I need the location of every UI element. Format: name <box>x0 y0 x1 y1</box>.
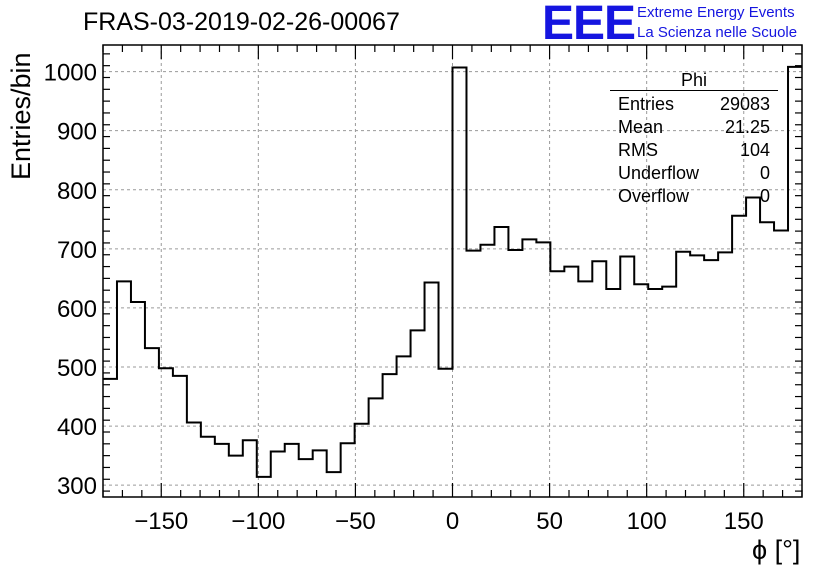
eee-logo: EEE <box>542 0 636 50</box>
histogram-bin <box>383 374 397 497</box>
histogram-bin <box>131 302 145 497</box>
histogram-bin <box>550 271 564 497</box>
histogram-series <box>103 65 802 497</box>
histogram-bin <box>411 330 425 497</box>
histogram-bin <box>201 437 215 497</box>
x-tick-label: 50 <box>536 508 563 535</box>
histogram-bin <box>439 369 453 497</box>
histogram-bin <box>327 472 341 497</box>
x-tick-label: 100 <box>627 508 667 535</box>
histogram-bin <box>578 281 592 497</box>
logo-line-1: Extreme Energy Events <box>637 4 795 21</box>
histogram-bin <box>620 257 634 497</box>
stats-value: 0 <box>759 163 770 183</box>
plot-title: FRAS-03-2019-02-26-00067 <box>83 8 400 36</box>
y-tick-label: 1000 <box>44 60 97 87</box>
y-tick-label: 900 <box>57 119 97 146</box>
histogram-bin <box>662 287 676 497</box>
histogram-bin <box>704 260 718 497</box>
histogram-bin <box>732 216 746 497</box>
histogram-bin <box>606 289 620 497</box>
x-axis-label: ϕ [°] <box>752 535 801 565</box>
stats-label: Mean <box>618 117 664 137</box>
histogram-bin <box>522 239 536 497</box>
stats-label: Overflow <box>618 186 690 206</box>
y-tick-label: 400 <box>57 414 97 441</box>
histogram-bin <box>494 227 508 497</box>
y-tick-label: 500 <box>57 355 97 382</box>
stats-row-entries: Entries 29083 <box>610 93 778 116</box>
histogram-bin <box>397 356 411 497</box>
stats-row-underflow: Underflow 0 <box>610 162 778 185</box>
stats-label: Entries <box>618 94 675 114</box>
histogram-bin <box>215 444 229 497</box>
histogram-bin <box>718 252 732 497</box>
stats-label: RMS <box>618 140 658 160</box>
histogram-outline <box>103 65 802 478</box>
histogram-bin <box>425 283 439 497</box>
histogram-bin <box>187 423 201 497</box>
histogram-bin <box>564 267 578 497</box>
histogram-bin <box>299 459 313 497</box>
stats-value: 104 <box>739 140 770 160</box>
x-tick-label: 0 <box>446 508 459 535</box>
x-tick-label: −50 <box>335 508 376 535</box>
histogram-bin <box>173 376 187 497</box>
x-tick-label: 150 <box>724 508 764 535</box>
stats-row-overflow: Overflow 0 <box>610 185 778 208</box>
y-tick-label: 700 <box>57 237 97 264</box>
stats-row-mean: Mean 21.25 <box>610 116 778 139</box>
histogram-bin <box>117 281 131 497</box>
histogram-bin <box>760 222 774 497</box>
stats-row-rms: RMS 104 <box>610 139 778 162</box>
histogram-bin <box>145 348 159 497</box>
x-tick-label: −100 <box>231 508 285 535</box>
histogram-bin <box>341 443 355 497</box>
histogram-bin <box>313 450 327 497</box>
histogram-bin <box>369 398 383 497</box>
histogram-bin <box>508 250 522 497</box>
histogram-bin <box>676 252 690 497</box>
stats-title: Phi <box>610 70 778 91</box>
histogram-bin <box>243 440 257 497</box>
histogram-bin <box>648 289 662 497</box>
stats-value: 29083 <box>719 94 770 114</box>
stats-label: Underflow <box>618 163 700 183</box>
x-tick-label: −150 <box>134 508 188 535</box>
axis-ticks <box>102 45 803 497</box>
histogram-bin <box>229 456 243 497</box>
tick-labels: −150 −100 −50 0 50 100 150 300 400 500 600 700 800 90… <box>44 60 764 535</box>
stats-box: Phi Entries 29083 Mean 21.25 RMS 104 Und… <box>610 70 778 208</box>
histogram-bin <box>466 251 480 497</box>
histogram-bin <box>536 242 550 497</box>
histogram-bin <box>746 197 760 497</box>
histogram-bin <box>480 245 494 497</box>
y-tick-label: 800 <box>57 178 97 205</box>
stats-value: 21.25 <box>724 117 770 137</box>
histogram-bin <box>634 284 648 497</box>
y-tick-label: 300 <box>57 473 97 500</box>
y-tick-label: 600 <box>57 296 97 323</box>
stats-value: 0 <box>759 186 770 206</box>
histogram-bin <box>285 444 299 497</box>
histogram-bin <box>690 255 704 497</box>
y-axis-label: Entries/bin <box>6 52 36 180</box>
logo-line-2: La Scienza nelle Scuole <box>637 24 798 41</box>
histogram-bin <box>453 67 467 497</box>
histogram-bin <box>592 261 606 497</box>
histogram-bin <box>159 368 173 497</box>
histogram-bin <box>355 424 369 497</box>
histogram-bin <box>774 231 788 497</box>
